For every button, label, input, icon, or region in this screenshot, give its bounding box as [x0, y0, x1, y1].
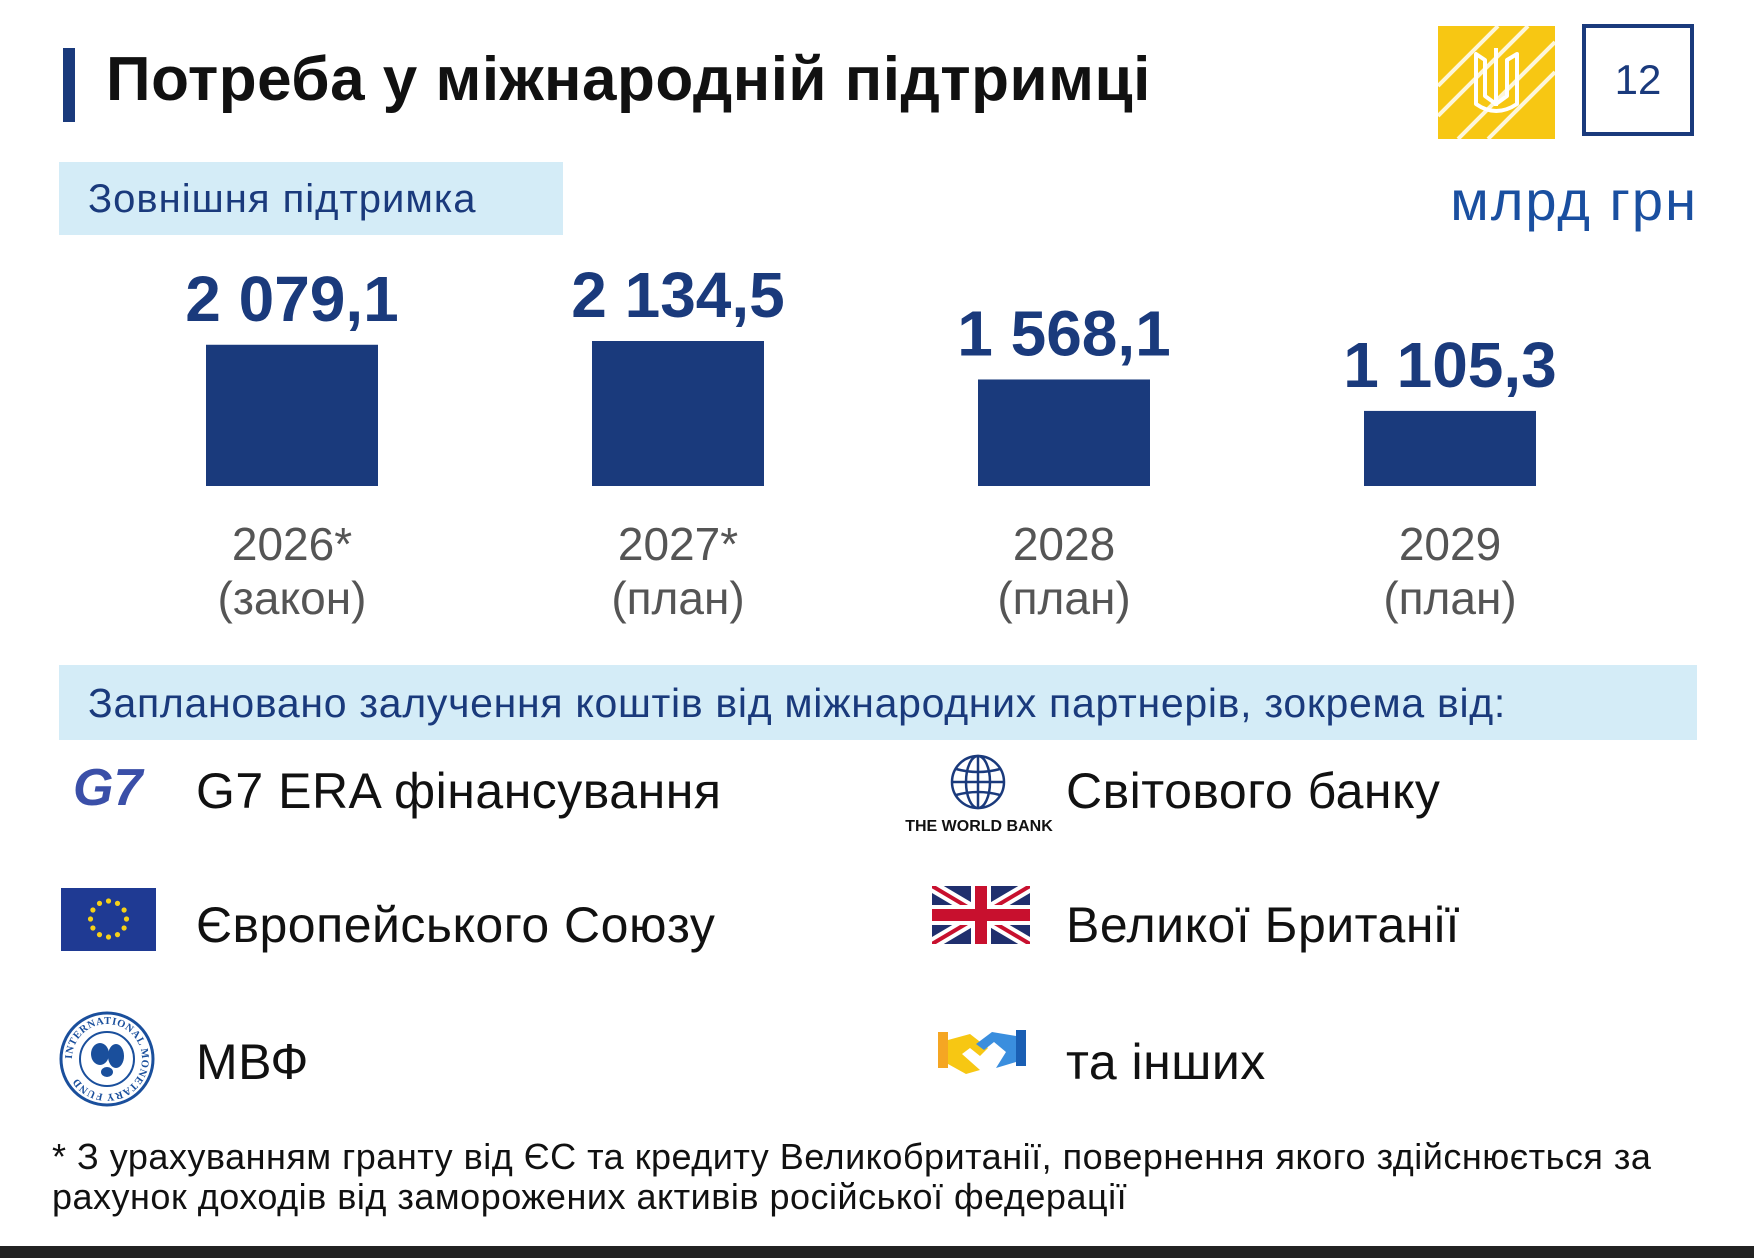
category-year-label: 2028 [1013, 518, 1115, 570]
partner-imf-label: МВФ [196, 1034, 309, 1090]
world-bank-logo-text: THE WORLD BANK [905, 818, 1053, 835]
category-note-label: (план) [1383, 572, 1516, 624]
partners-heading: Заплановано залучення коштів від міжнаро… [88, 680, 1507, 726]
partner-others-label: та інших [1066, 1034, 1266, 1090]
ukraine-emblem-icon [1436, 24, 1557, 141]
bottom-border [0, 1246, 1754, 1258]
bar-value-label: 1 105,3 [1343, 329, 1557, 401]
g7-logo-text: G7 [73, 762, 144, 812]
bar-2028 [978, 379, 1150, 486]
bar-2027 [592, 341, 764, 486]
category-year-label: 2029 [1399, 518, 1501, 570]
bar-value-label: 1 568,1 [957, 297, 1171, 369]
partner-uk-label: Великої Британії [1066, 897, 1460, 953]
subtitle-band [59, 162, 563, 235]
bar-2029 [1364, 410, 1536, 486]
partners-band [59, 665, 1697, 740]
uk-flag-icon [928, 880, 1034, 950]
imf-seal-icon: INTERNATIONAL MONETARY FUND [58, 1010, 156, 1108]
title-accent-bar [63, 48, 75, 122]
world-bank-logo-icon: THE WORLD BANK [898, 752, 1060, 836]
page-title: Потреба у міжнародній підтримці [106, 45, 1151, 114]
bar-2026 [206, 344, 378, 486]
unit-label: млрд грн [1450, 169, 1698, 232]
category-note-label: (закон) [218, 572, 367, 624]
bar-value-label: 2 134,5 [571, 259, 785, 331]
bar-value-label: 2 079,1 [185, 263, 399, 335]
handshake-icon [936, 1026, 1028, 1082]
partner-eu-label: Європейського Союзу [196, 897, 716, 953]
footnote: * З урахуванням гранту від ЄС та кредиту… [52, 1136, 1652, 1217]
section-subtitle: Зовнішня підтримка [88, 177, 477, 221]
category-year-label: 2027* [618, 518, 738, 570]
g7-logo-icon: G7 [73, 759, 153, 817]
page-number: 12 [1582, 24, 1694, 136]
category-note-label: (план) [611, 572, 744, 624]
category-year-label: 2026* [232, 518, 352, 570]
eu-flag-icon [61, 888, 156, 951]
category-note-label: (план) [997, 572, 1130, 624]
partner-g7-label: G7 ERA фінансування [196, 763, 722, 819]
partner-world-bank-label: Світового банку [1066, 763, 1441, 819]
